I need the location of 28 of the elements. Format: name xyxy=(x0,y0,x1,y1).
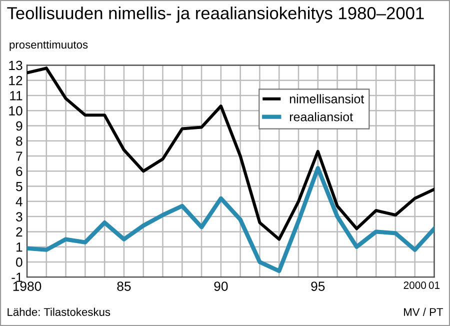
x-tick-label: 95 xyxy=(311,282,325,291)
y-tick-label: 13 xyxy=(9,60,22,70)
y-tick-label: 0 xyxy=(16,258,22,267)
y-tick-label: 2 xyxy=(16,227,22,236)
y-tick-label: 1 xyxy=(16,242,22,252)
y-tick-label: 3 xyxy=(16,212,22,222)
x-tick-label: 1980 xyxy=(13,282,42,291)
y-tick-label: 11 xyxy=(10,91,22,100)
text: Lähde: Tilastokeskus xyxy=(8,308,110,316)
y-tick-label: 10 xyxy=(9,106,22,116)
y-tick-label: 4 xyxy=(16,197,22,206)
chart-title: Teollisuuden nimellis- ja reaaliansiokehitys 1980–2001 xyxy=(7,6,424,23)
x-tick-label: 90 xyxy=(214,282,228,291)
y-axis-title: prosenttimuutos xyxy=(10,40,88,51)
y-tick-label: 5 xyxy=(16,182,22,192)
y-tick-label: 8 xyxy=(16,136,22,146)
line-series xyxy=(27,166,434,274)
y-tick-label: 7 xyxy=(16,152,22,161)
y-tick-label: 12 xyxy=(9,76,22,86)
legend-label: nimellisansiot xyxy=(290,94,364,104)
legend-label: reaaliansiot xyxy=(290,112,353,122)
y-tick-label: 9 xyxy=(16,121,22,131)
x-tick-label: 85 xyxy=(117,282,131,291)
text: MV / PT xyxy=(404,308,443,316)
x-tick-label: 2000 xyxy=(404,282,426,289)
y-tick-label: 6 xyxy=(16,166,22,176)
y-tick-label: -1 xyxy=(12,272,22,282)
x-tick-label: 01 xyxy=(428,282,440,289)
